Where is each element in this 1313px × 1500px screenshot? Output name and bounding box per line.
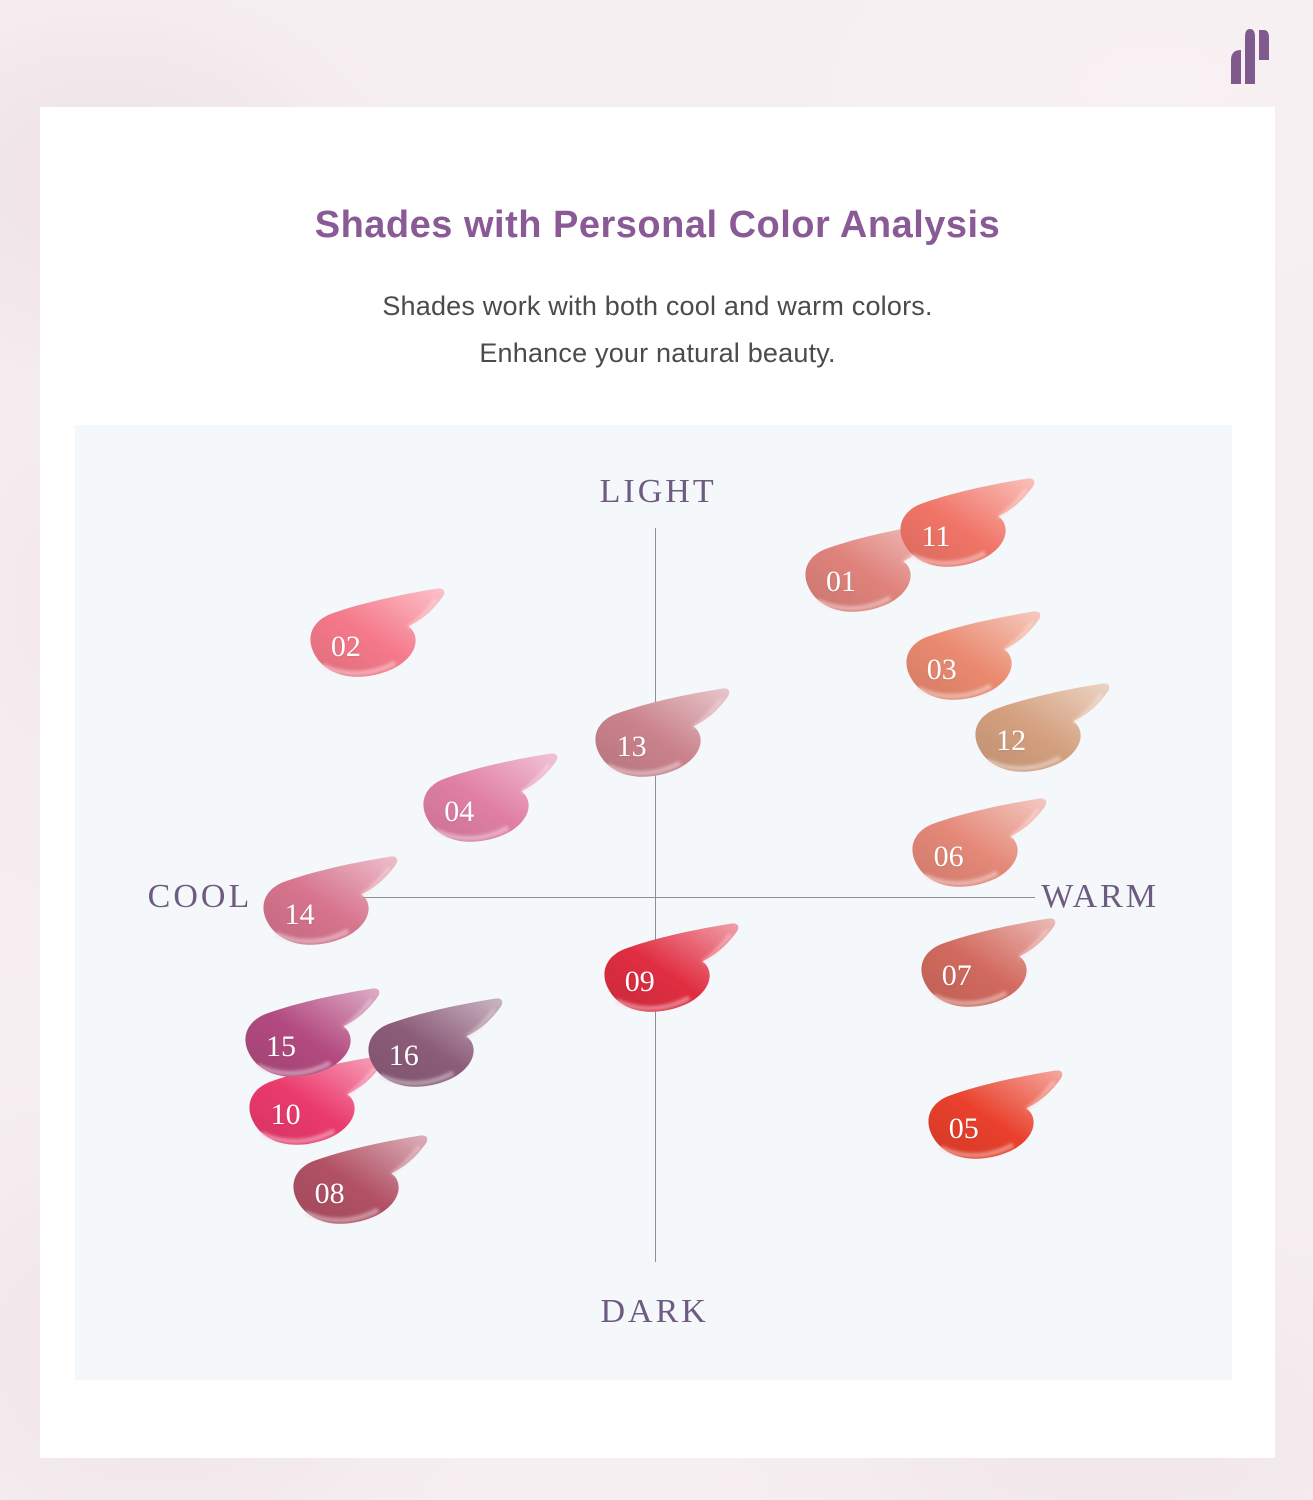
axis-label-cool: COOL xyxy=(147,877,253,915)
swatch-smear-icon xyxy=(920,917,1055,1007)
swatch-number: 10 xyxy=(270,1097,301,1131)
swatch-16: 16 xyxy=(361,997,505,1093)
swatch-number: 11 xyxy=(921,519,951,553)
swatch-number: 03 xyxy=(926,652,957,686)
swatch-number: 08 xyxy=(314,1176,345,1210)
swatch-smear-icon xyxy=(905,611,1040,700)
swatch-smear-icon xyxy=(912,798,1047,887)
page-title: Shades with Personal Color Analysis xyxy=(314,204,1001,246)
swatch-06: 06 xyxy=(905,797,1049,893)
quadrant-chart: LIGHT DARK COOL WARM 01 02 03 04 05 06 07 08 09 1… xyxy=(75,425,1232,1380)
swatch-02: 02 xyxy=(303,587,447,683)
swatch-smear-icon xyxy=(927,1070,1062,1160)
swatch-11: 11 xyxy=(893,477,1037,573)
swatch-14: 14 xyxy=(256,855,400,951)
swatch-10: 10 xyxy=(242,1055,386,1151)
swatch-number: 12 xyxy=(996,724,1027,758)
swatch-smear-icon xyxy=(423,753,558,843)
swatch-smear-icon xyxy=(263,856,398,946)
logo-bar-left xyxy=(1231,50,1241,84)
swatch-smear-icon xyxy=(595,688,730,778)
swatch-number: 04 xyxy=(444,794,475,828)
swatch-number: 02 xyxy=(330,629,361,663)
swatch-number: 09 xyxy=(624,964,655,998)
swatch-number: 06 xyxy=(933,839,964,873)
swatch-13: 13 xyxy=(588,687,732,783)
swatch-12: 12 xyxy=(968,682,1112,778)
swatch-smear-icon xyxy=(975,683,1110,772)
swatch-smear-icon xyxy=(603,923,738,1013)
swatch-number: 01 xyxy=(826,564,857,598)
axis-label-dark: DARK xyxy=(600,1293,709,1331)
swatch-smear-icon xyxy=(367,998,502,1087)
swatch-number: 16 xyxy=(388,1039,419,1073)
swatch-07: 07 xyxy=(914,917,1058,1013)
logo-bar-right xyxy=(1259,30,1269,60)
swatch-smear-icon xyxy=(249,1056,384,1145)
brand-bars-logo xyxy=(1231,29,1269,84)
axis-label-warm: WARM xyxy=(1041,877,1159,915)
swatch-number: 05 xyxy=(948,1111,979,1145)
swatch-smear-icon xyxy=(900,478,1035,568)
content-card: Shades with Personal Color Analysis Shad… xyxy=(40,107,1275,1458)
subtitle-line-2: Enhance your natural beauty. xyxy=(479,338,836,368)
swatch-03: 03 xyxy=(899,610,1043,706)
swatch-number: 15 xyxy=(266,1029,297,1063)
vertical-axis-line xyxy=(654,528,656,1262)
swatch-smear-icon xyxy=(293,1135,428,1225)
swatch-number: 13 xyxy=(616,729,647,763)
logo-bar-middle xyxy=(1245,29,1255,84)
horizontal-axis-line xyxy=(271,896,1036,898)
swatch-04: 04 xyxy=(416,752,560,848)
axis-label-light: LIGHT xyxy=(599,472,717,510)
swatch-number: 07 xyxy=(941,959,972,993)
swatch-number: 14 xyxy=(284,897,315,931)
swatch-09: 09 xyxy=(597,922,741,1018)
swatch-15: 15 xyxy=(238,987,382,1083)
subtitle-line-1: Shades work with both cool and warm colo… xyxy=(382,291,933,321)
swatch-smear-icon xyxy=(245,988,380,1077)
swatch-05: 05 xyxy=(921,1069,1065,1165)
swatch-smear-icon xyxy=(310,588,444,677)
swatch-08: 08 xyxy=(286,1134,430,1230)
